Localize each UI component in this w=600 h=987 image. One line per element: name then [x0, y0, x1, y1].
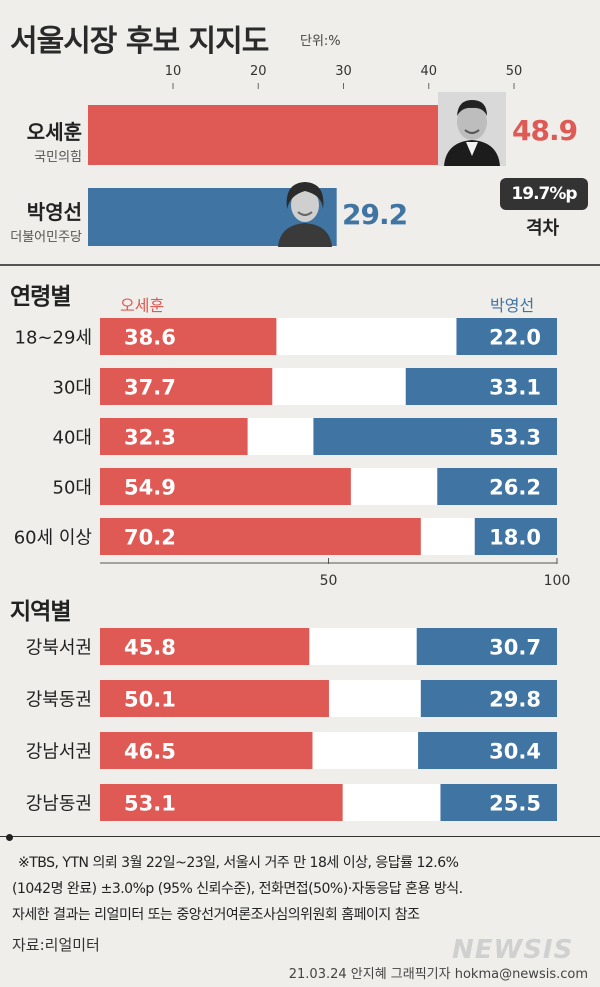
- age-value-oh: 32.3: [124, 426, 176, 450]
- region-bar-park: [420, 680, 557, 717]
- age-bar-oh: [100, 418, 248, 455]
- age-value-oh: 37.7: [124, 376, 176, 400]
- age-section-title: 연령별: [10, 284, 71, 310]
- region-value-oh: 53.1: [124, 792, 176, 816]
- newsis-logo: NEWSIS: [452, 935, 574, 965]
- age-bar-oh: [100, 318, 277, 355]
- overall-support-chart: 10 20 30 40 50: [88, 64, 523, 246]
- age-axis-tick-label: 50: [320, 573, 338, 589]
- age-support-chart: 18~29세 38.6 22.0 30대 37.7 33.1 40대 32.3 53.3 50대 5…: [14, 318, 571, 589]
- region-value-oh: 46.5: [124, 740, 176, 764]
- unit-label: 단위:%: [300, 34, 341, 49]
- footnote-line-3: 자세한 결과는 리얼미터 또는 중앙선거여론조사심의위원회 홈페이지 참조: [12, 907, 420, 923]
- region-value-oh: 45.8: [124, 636, 176, 660]
- age-category-label: 40대: [53, 428, 92, 449]
- age-bar-park: [456, 318, 557, 355]
- age-value-oh: 38.6: [124, 326, 176, 350]
- candidate-party-oh: 국민의힘: [34, 150, 82, 165]
- footer-divider: [0, 836, 600, 837]
- region-value-park: 25.5: [489, 792, 541, 816]
- footnote-line-2: (1042명 완료) ±3.0%p (95% 신뢰수준), 전화면접(50%)·…: [12, 881, 463, 897]
- legend-park: 박영선: [490, 296, 535, 315]
- age-axis-tick-label: 100: [544, 573, 571, 589]
- bullet-dot: [6, 834, 13, 841]
- age-bar-oh: [100, 468, 351, 505]
- legend-oh: 오세훈: [120, 296, 165, 315]
- region-bar-park: [416, 628, 557, 665]
- candidate-party-park: 더불어민주당: [10, 230, 82, 245]
- page-title: 서울시장 후보 지지도: [10, 24, 269, 59]
- candidate-name-oh: 오세훈: [26, 120, 82, 144]
- region-category-label: 강북서권: [26, 638, 92, 659]
- source-label: 자료:리얼미터: [12, 936, 100, 954]
- top-axis-tick-label: 40: [420, 64, 437, 79]
- region-bar-oh: [100, 732, 313, 769]
- candidate-value-park: 29.2: [342, 198, 408, 231]
- age-bar-park: [313, 418, 557, 455]
- region-value-park: 30.4: [489, 740, 541, 764]
- region-support-chart: 강북서권 45.8 30.7 강북동권 50.1 29.8 강남서권 46.5 30.4 강남동권…: [26, 628, 557, 821]
- gap-value-badge: 19.7%p: [500, 178, 588, 210]
- age-bar-oh: [100, 518, 421, 555]
- region-bar-oh: [100, 680, 329, 717]
- footnote-line-1: ※TBS, YTN 의뢰 3월 22일~23일, 서울시 거주 만 18세 이상…: [18, 855, 459, 871]
- top-axis-tick-label: 20: [250, 64, 267, 79]
- region-bar-park: [418, 732, 557, 769]
- age-value-park: 33.1: [489, 376, 541, 400]
- age-category-label: 30대: [53, 378, 92, 399]
- region-bar-oh: [100, 784, 343, 821]
- age-bar-oh: [100, 368, 273, 405]
- region-value-oh: 50.1: [124, 688, 176, 712]
- age-category-label: 60세 이상: [14, 528, 92, 549]
- candidate-value-oh: 48.9: [512, 114, 578, 147]
- age-bar-park: [405, 368, 557, 405]
- credit-line: 21.03.24 안지혜 그래픽기자 hokma@newsis.com: [288, 967, 588, 982]
- age-value-park: 18.0: [489, 526, 541, 550]
- region-value-park: 30.7: [489, 636, 541, 660]
- age-bar-park: [437, 468, 557, 505]
- gap-label: 격차: [526, 218, 560, 239]
- region-bar-park: [440, 784, 557, 821]
- region-category-label: 강남동권: [26, 794, 92, 815]
- park-portrait-icon: [272, 175, 338, 247]
- age-category-label: 18~29세: [15, 328, 92, 349]
- region-section-title: 지역별: [10, 599, 71, 625]
- age-value-oh: 54.9: [124, 476, 176, 500]
- top-axis-tick-label: 50: [506, 64, 523, 79]
- age-category-label: 50대: [53, 478, 92, 499]
- candidate-name-park: 박영선: [26, 200, 82, 224]
- oh-portrait-icon: [438, 92, 506, 166]
- age-value-park: 26.2: [489, 476, 541, 500]
- region-category-label: 강북동권: [26, 690, 92, 711]
- age-value-oh: 70.2: [124, 526, 176, 550]
- age-value-park: 53.3: [489, 426, 541, 450]
- region-value-park: 29.8: [489, 688, 541, 712]
- age-bar-park: [474, 518, 557, 555]
- age-value-park: 22.0: [489, 326, 541, 350]
- top-axis-tick-label: 10: [165, 64, 182, 79]
- section-divider: [0, 264, 600, 266]
- region-category-label: 강남서권: [26, 742, 92, 763]
- top-axis-tick-label: 30: [335, 64, 352, 79]
- overall-bar: [88, 105, 505, 165]
- region-bar-oh: [100, 628, 310, 665]
